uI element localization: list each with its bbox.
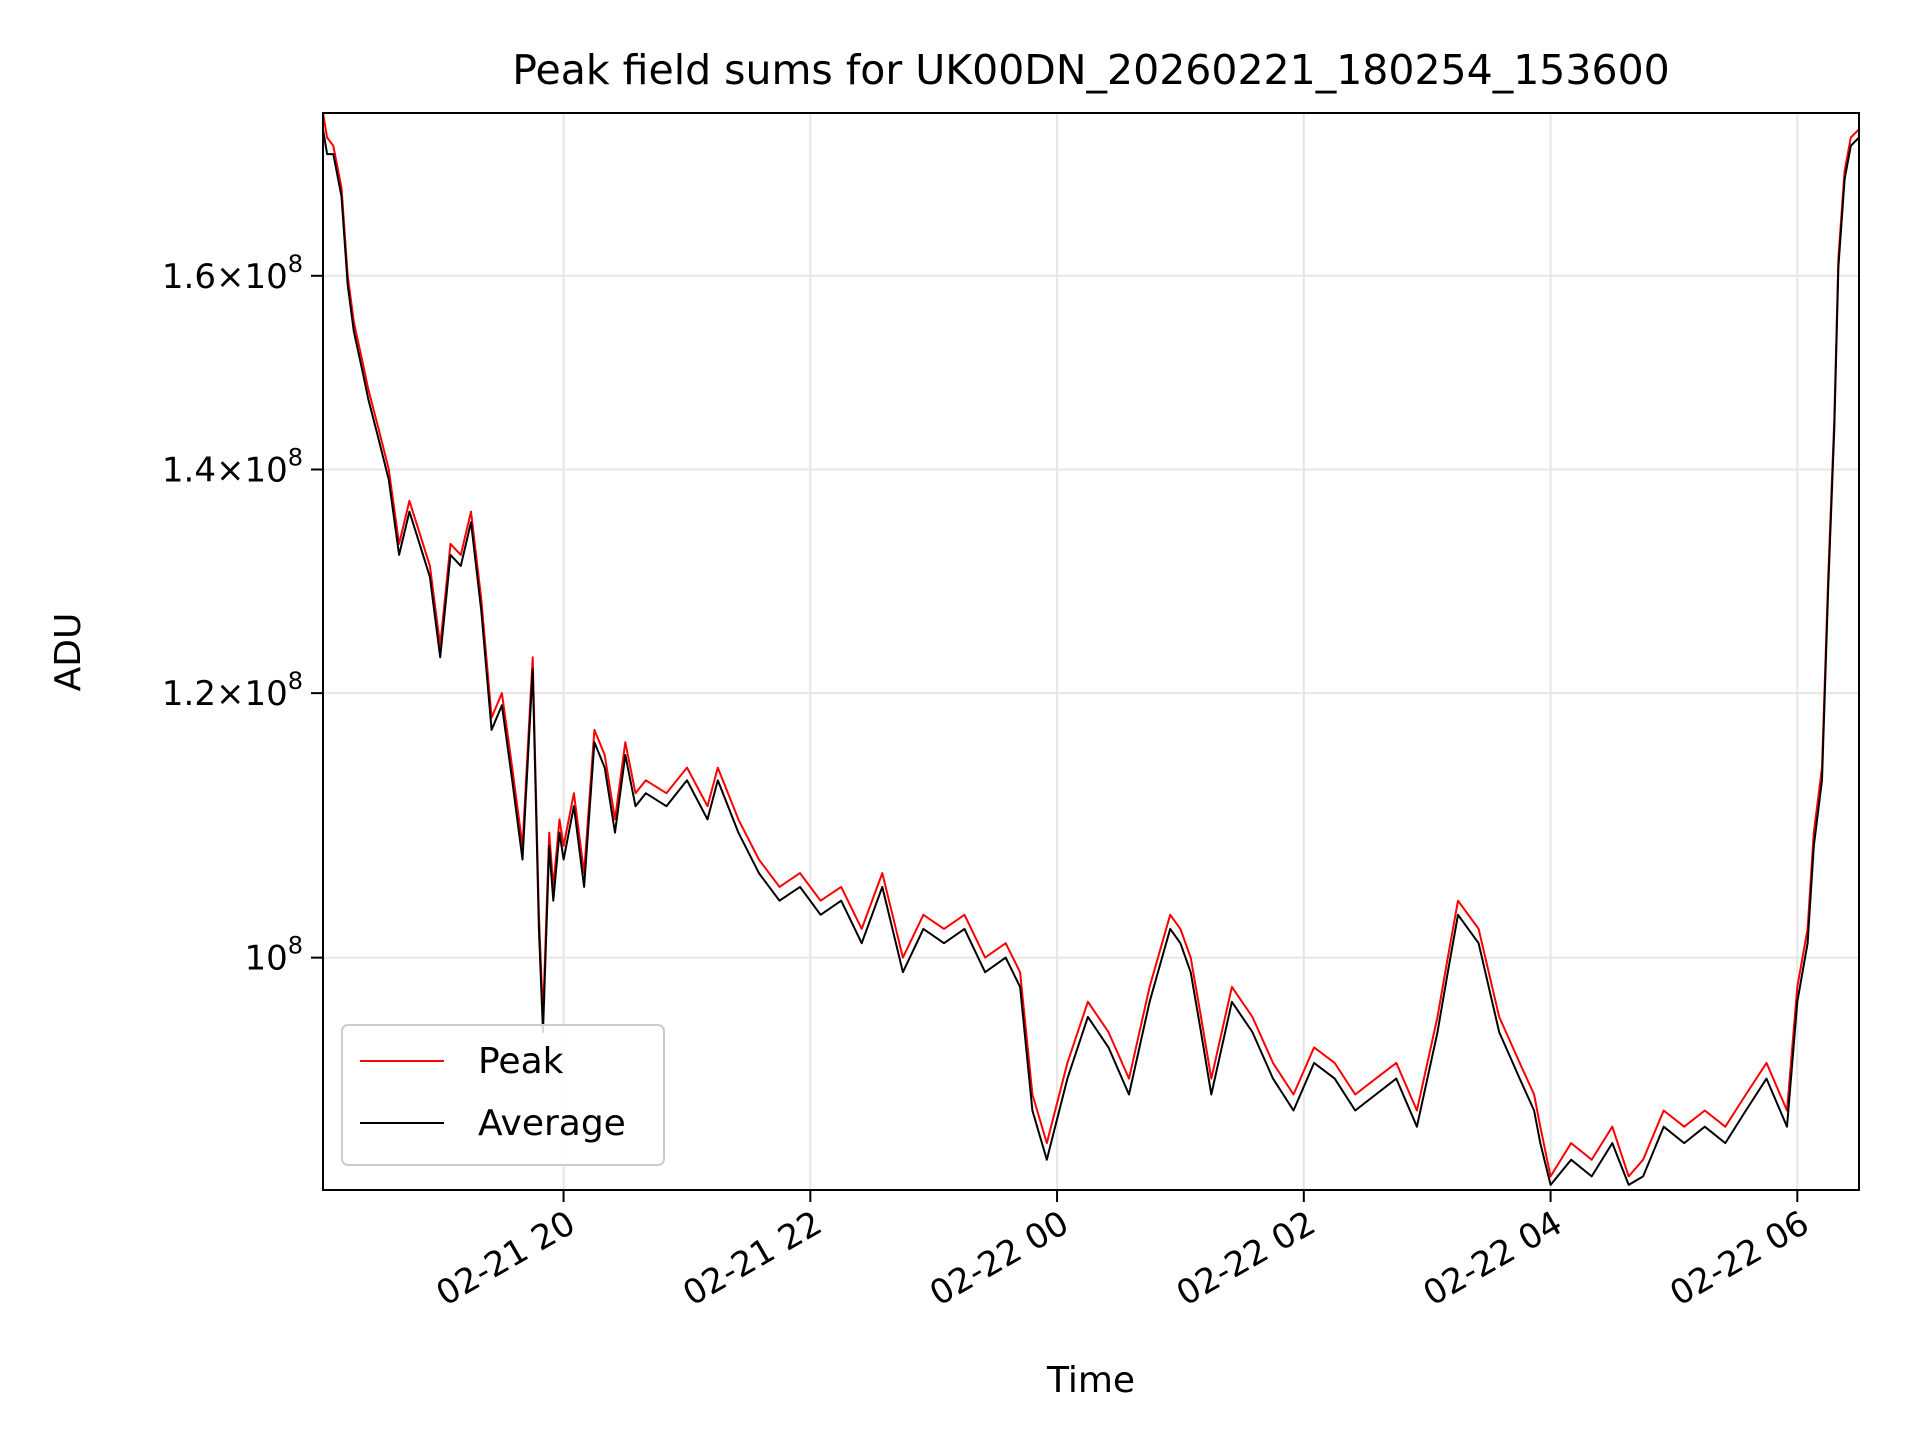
legend-label-average: Average [478, 1103, 626, 1144]
y-tick-exponent: 8 [288, 932, 303, 960]
y-tick-label: 1.6×108 [162, 250, 303, 297]
y-tick-exponent: 8 [288, 667, 303, 695]
y-tick-label: 108 [244, 932, 303, 979]
y-tick-exponent: 8 [288, 250, 303, 278]
y-tick-exponent: 8 [288, 444, 303, 472]
legend: Peak Average [341, 1024, 665, 1166]
y-tick-mantissa: 10 [244, 939, 287, 979]
y-tick-mantissa: 1.4×10 [162, 451, 288, 491]
y-tick-mantissa: 1.2×10 [162, 674, 288, 714]
series-layer [322, 112, 1860, 1186]
y-tick-label: 1.2×108 [162, 667, 303, 714]
y-tick-mantissa: 1.6×10 [162, 257, 288, 297]
y-axis-label: ADU [48, 613, 89, 692]
chart-title: Peak field sums for UK00DN_20260221_1802… [512, 46, 1670, 94]
grid [323, 113, 1859, 1190]
series-line-average [322, 129, 1860, 1186]
legend-label-peak: Peak [478, 1041, 564, 1082]
plot-frame [322, 112, 1860, 1191]
x-axis-label: Time [1046, 1360, 1135, 1401]
y-tick-label: 1.4×108 [162, 444, 303, 491]
